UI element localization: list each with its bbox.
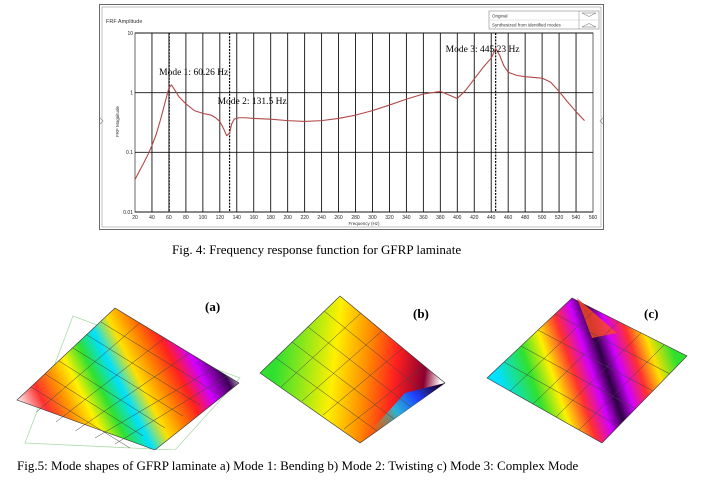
- mode-shape-panel-a: (a): [16, 299, 241, 450]
- mesh-lines: [30, 321, 228, 449]
- mesh-lines: [503, 309, 671, 431]
- panel-label-b: (b): [413, 306, 429, 321]
- x-tick-label: 60: [166, 215, 172, 221]
- x-tick-label: 140: [233, 215, 242, 221]
- twisting-surface-shade: [360, 383, 445, 443]
- mode-shape-panel-b: (b): [259, 295, 446, 444]
- x-tick-label: 240: [317, 215, 326, 221]
- y-tick-label: 0.1: [126, 150, 133, 156]
- mode-annotation: Mode 1: 60.26 Hz: [159, 68, 228, 78]
- y-tick-label: 10: [127, 31, 133, 37]
- x-tick-label: 520: [555, 215, 564, 221]
- x-tick-label: 420: [470, 215, 479, 221]
- panel-label-c: (c): [644, 306, 658, 321]
- figure5-caption: Fig.5: Mode shapes of GFRP laminate a) M…: [17, 458, 579, 473]
- mesh-lines: [275, 310, 429, 432]
- legend-marker-icon: [581, 12, 597, 17]
- x-tick-label: 440: [487, 215, 496, 221]
- x-tick-label: 360: [419, 215, 428, 221]
- legend-marker-icon: [581, 23, 597, 28]
- x-tick-label: 480: [521, 215, 530, 221]
- plot-ticks: 20 40 60 80 100 120 140 160 180 200 220 240 260 280 30…: [123, 31, 597, 221]
- plot-series: [134, 47, 585, 180]
- x-tick-label: 20: [132, 215, 138, 221]
- x-tick-label: 400: [453, 215, 462, 221]
- bending-surface: [16, 307, 240, 450]
- x-tick-label: 180: [267, 215, 276, 221]
- x-tick-label: 540: [572, 215, 581, 221]
- panel-label-a: (a): [205, 299, 220, 314]
- chart-inner-frame: [101, 6, 602, 228]
- legend-entry-original: Original: [492, 14, 508, 19]
- y-tick-label: 1: [130, 90, 133, 96]
- x-tick-label: 320: [385, 215, 394, 221]
- plot-annotations: Mode 1: 60.26 Hz Mode 2: 131.5 Hz Mode 3: …: [159, 45, 519, 107]
- complex-surface-peak: [577, 298, 617, 338]
- chart-frame: [99, 4, 604, 230]
- scroll-handle-icon: [99, 117, 104, 125]
- x-tick-label: 380: [436, 215, 445, 221]
- scroll-handle-icon: [599, 117, 604, 125]
- complex-surface: [486, 297, 688, 444]
- figure4-caption: Fig. 4: Frequency response function for …: [172, 242, 462, 257]
- x-tick-label: 120: [216, 215, 225, 221]
- x-tick-label: 100: [199, 215, 208, 221]
- x-tick-label: 260: [334, 215, 343, 221]
- legend-entry-synthesized: Synthesized from identified modes: [492, 23, 562, 28]
- x-tick-label: 460: [504, 215, 513, 221]
- x-tick-label: 200: [283, 215, 292, 221]
- x-tick-label: 280: [351, 215, 360, 221]
- x-tick-label: 560: [589, 215, 598, 221]
- frf-chart: FRF Amplitude FRF Magnitude Original Syn…: [99, 4, 604, 230]
- x-tick-label: 300: [368, 215, 377, 221]
- series-line-original: [134, 47, 585, 180]
- chart-ylabel: FRF Magnitude: [115, 105, 120, 137]
- x-tick-label: 220: [300, 215, 309, 221]
- x-tick-label: 500: [538, 215, 547, 221]
- chart-legend: Original Synthesized from identified mod…: [488, 10, 600, 30]
- mode-markers: [168, 33, 497, 212]
- x-tick-label: 340: [402, 215, 411, 221]
- chart-xlabel: Frequency (Hz): [348, 221, 380, 226]
- mode-annotation: Mode 3: 445.23 Hz: [446, 45, 520, 55]
- plot-grid: [134, 32, 594, 213]
- x-tick-label: 40: [149, 215, 155, 221]
- y-tick-label: 0.01: [123, 210, 133, 216]
- chart-top-label: FRF Amplitude: [106, 19, 142, 25]
- mode-annotation: Mode 2: 131.5 Hz: [218, 97, 287, 107]
- undeformed-grid: [24, 315, 241, 450]
- mode-shape-panel-c: (c): [486, 297, 688, 444]
- x-tick-label: 160: [250, 215, 259, 221]
- x-tick-label: 80: [183, 215, 189, 221]
